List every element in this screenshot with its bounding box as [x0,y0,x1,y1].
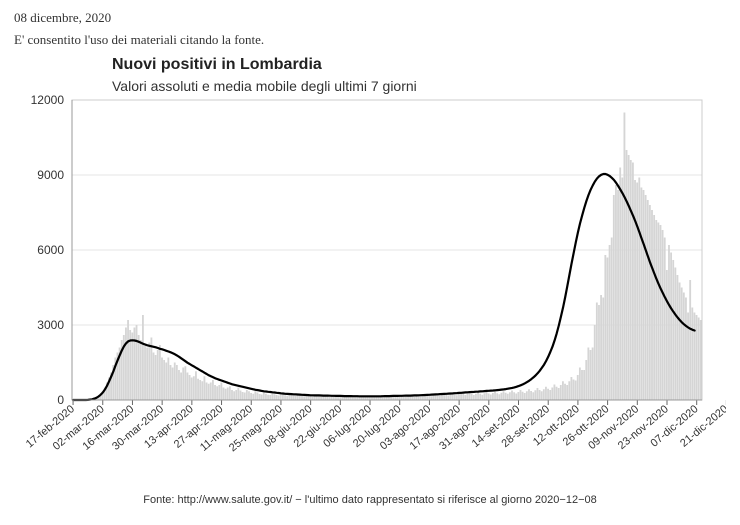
svg-text:12000: 12000 [31,93,65,107]
chart-svg: 03000600090001200017-feb-202002-mar-2020… [14,56,726,486]
svg-text:9000: 9000 [37,168,64,182]
chart-caption: Fonte: http://www.salute.gov.it/ − l'ult… [14,494,726,506]
header-note: E' consentito l'uso dei materiali citand… [14,32,728,48]
chart-container: Nuovi positivi in Lombardia Valori assol… [14,56,726,510]
svg-text:0: 0 [57,393,64,407]
svg-text:6000: 6000 [37,243,64,257]
header-date: 08 dicembre, 2020 [14,10,728,26]
svg-text:3000: 3000 [37,318,64,332]
